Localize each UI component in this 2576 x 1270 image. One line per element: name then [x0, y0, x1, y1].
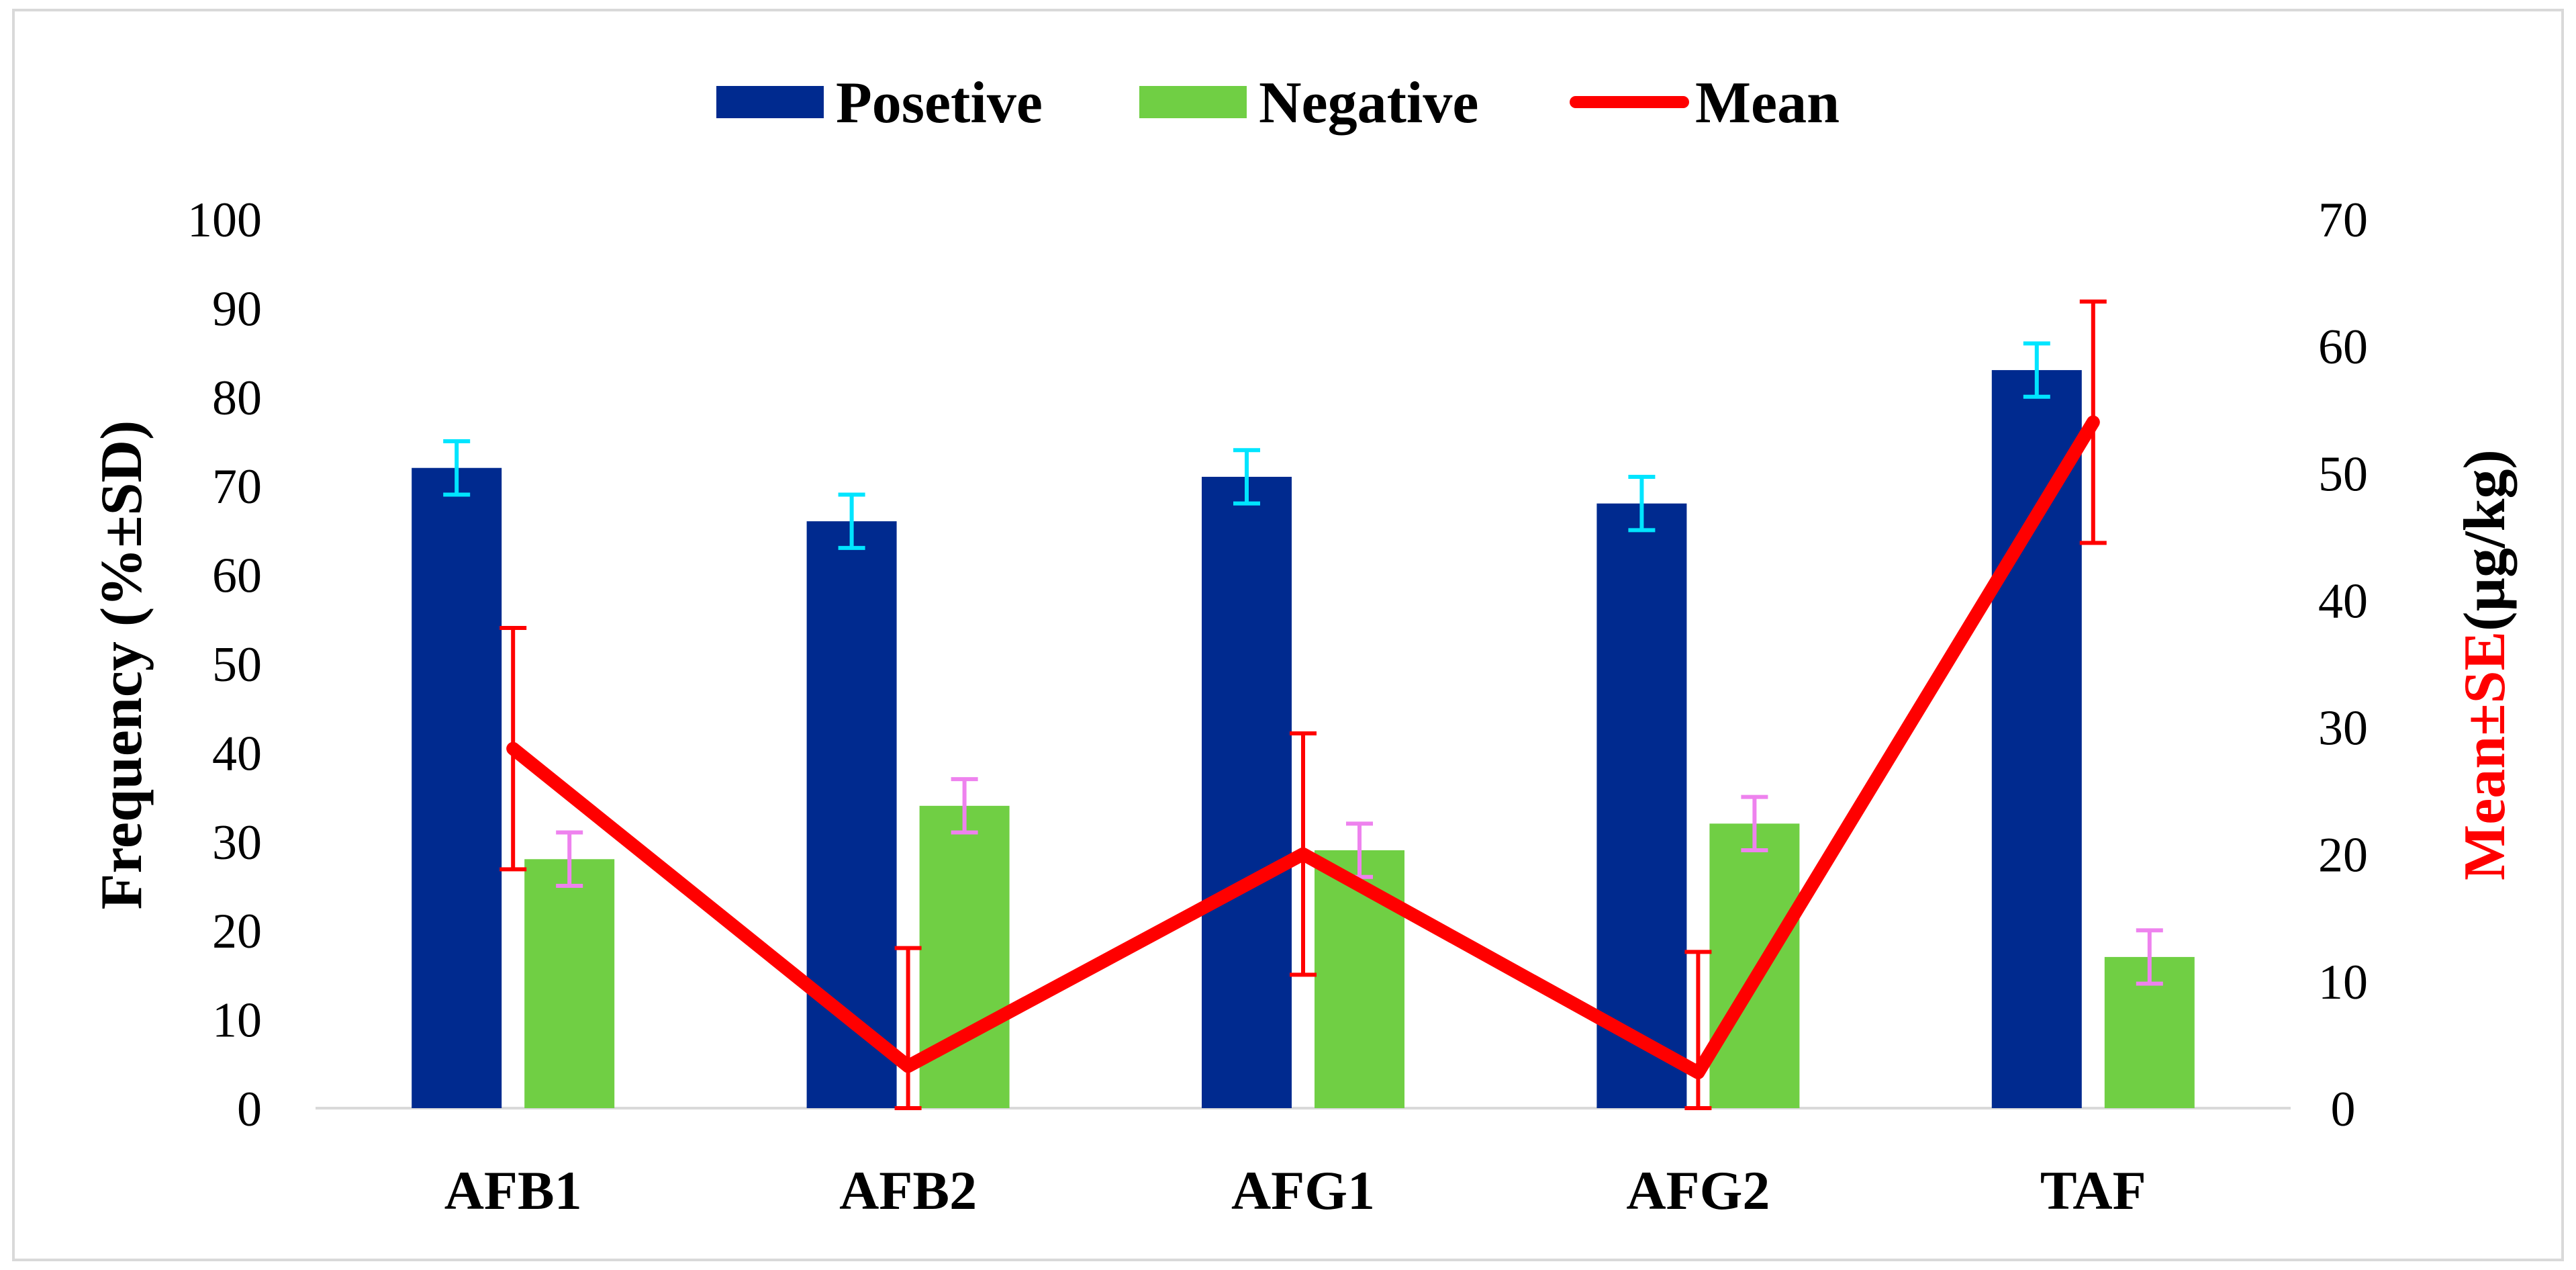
y-axis-left-title: Frequency (%±SD) — [89, 420, 154, 910]
bar-posetive — [412, 467, 502, 1108]
mean-line — [506, 415, 2100, 1080]
bar-negative — [919, 805, 1010, 1108]
y-axis-right-title: Mean±SE(µg/kg) — [2452, 449, 2518, 880]
x-axis-ticks: AFB1 AFB2 AFG1 AFG2 TAF — [444, 1160, 2146, 1221]
y-right-tick-label: 10 — [2318, 955, 2368, 1010]
y-right-tick-label: 30 — [2318, 701, 2368, 756]
bar-negative — [1709, 823, 1800, 1108]
bar-negative — [524, 859, 615, 1108]
y-left-tick-label: 100 — [187, 193, 262, 248]
legend-label-negative: Negative — [1259, 71, 1478, 136]
error-bar-posetive — [2023, 341, 2050, 399]
bars — [412, 370, 2195, 1108]
bar-posetive — [1991, 370, 2082, 1108]
y-axis-right-title-prefix: Mean±SE — [2452, 631, 2518, 880]
error-bar-negative — [2136, 928, 2163, 986]
legend: Posetive Negative Mean — [716, 71, 1840, 136]
y-left-tick-label: 80 — [212, 371, 262, 426]
x-tick-label: TAF — [2040, 1160, 2146, 1221]
bar-posetive — [1202, 476, 1292, 1108]
error-bar-mean — [1684, 950, 1712, 1110]
mean-point — [1302, 853, 1304, 855]
y-left-tick-label: 50 — [212, 637, 262, 692]
error-bar-posetive — [1233, 448, 1260, 506]
y-right-tick-label: 20 — [2318, 828, 2368, 883]
legend-label-posetive: Posetive — [836, 71, 1043, 136]
x-tick-label: AFG1 — [1231, 1160, 1375, 1221]
y-axis-left-ticks: 0 10 20 30 40 50 60 70 80 90 100 — [187, 193, 262, 1137]
legend-swatch-posetive — [716, 86, 824, 118]
y-left-tick-label: 30 — [212, 815, 262, 870]
y-left-tick-label: 40 — [212, 726, 262, 781]
legend-label-mean: Mean — [1695, 71, 1840, 136]
y-left-tick-label: 90 — [212, 281, 262, 336]
y-axis-right-title-suffix: (µg/kg) — [2452, 449, 2518, 631]
error-bar-posetive — [838, 492, 865, 550]
y-axis-right-ticks: 0 10 20 30 40 50 60 70 — [2318, 193, 2368, 1137]
mean-error-bars — [499, 299, 2107, 1110]
error-bar-negative — [1741, 795, 1768, 853]
error-bar-negative — [951, 777, 978, 835]
x-tick-label: AFB1 — [444, 1160, 582, 1221]
mean-point — [512, 747, 514, 750]
y-left-tick-label: 20 — [212, 904, 262, 959]
error-bar-posetive — [443, 439, 471, 497]
error-bar-posetive — [1628, 474, 1656, 533]
bar-posetive — [806, 521, 897, 1108]
bar-posetive — [1596, 503, 1687, 1108]
bar-negative — [1315, 850, 1404, 1108]
x-tick-label: AFG2 — [1626, 1160, 1770, 1221]
y-left-tick-label: 60 — [212, 549, 262, 604]
y-right-tick-label: 60 — [2318, 320, 2368, 375]
y-right-tick-label: 50 — [2318, 447, 2368, 502]
mean-point — [2092, 421, 2094, 423]
error-bar-mean — [894, 946, 922, 1110]
y-left-tick-label: 0 — [237, 1082, 262, 1137]
y-right-tick-label: 40 — [2318, 574, 2368, 629]
error-bar-negative — [556, 830, 583, 888]
y-right-tick-label: 0 — [2331, 1082, 2356, 1137]
y-left-tick-label: 10 — [212, 993, 262, 1048]
mean-point — [907, 1065, 909, 1067]
legend-swatch-negative — [1139, 86, 1247, 118]
y-right-tick-label: 70 — [2318, 193, 2368, 248]
mean-point — [1697, 1072, 1699, 1074]
y-left-tick-label: 70 — [212, 459, 262, 514]
x-tick-label: AFB2 — [839, 1160, 977, 1221]
